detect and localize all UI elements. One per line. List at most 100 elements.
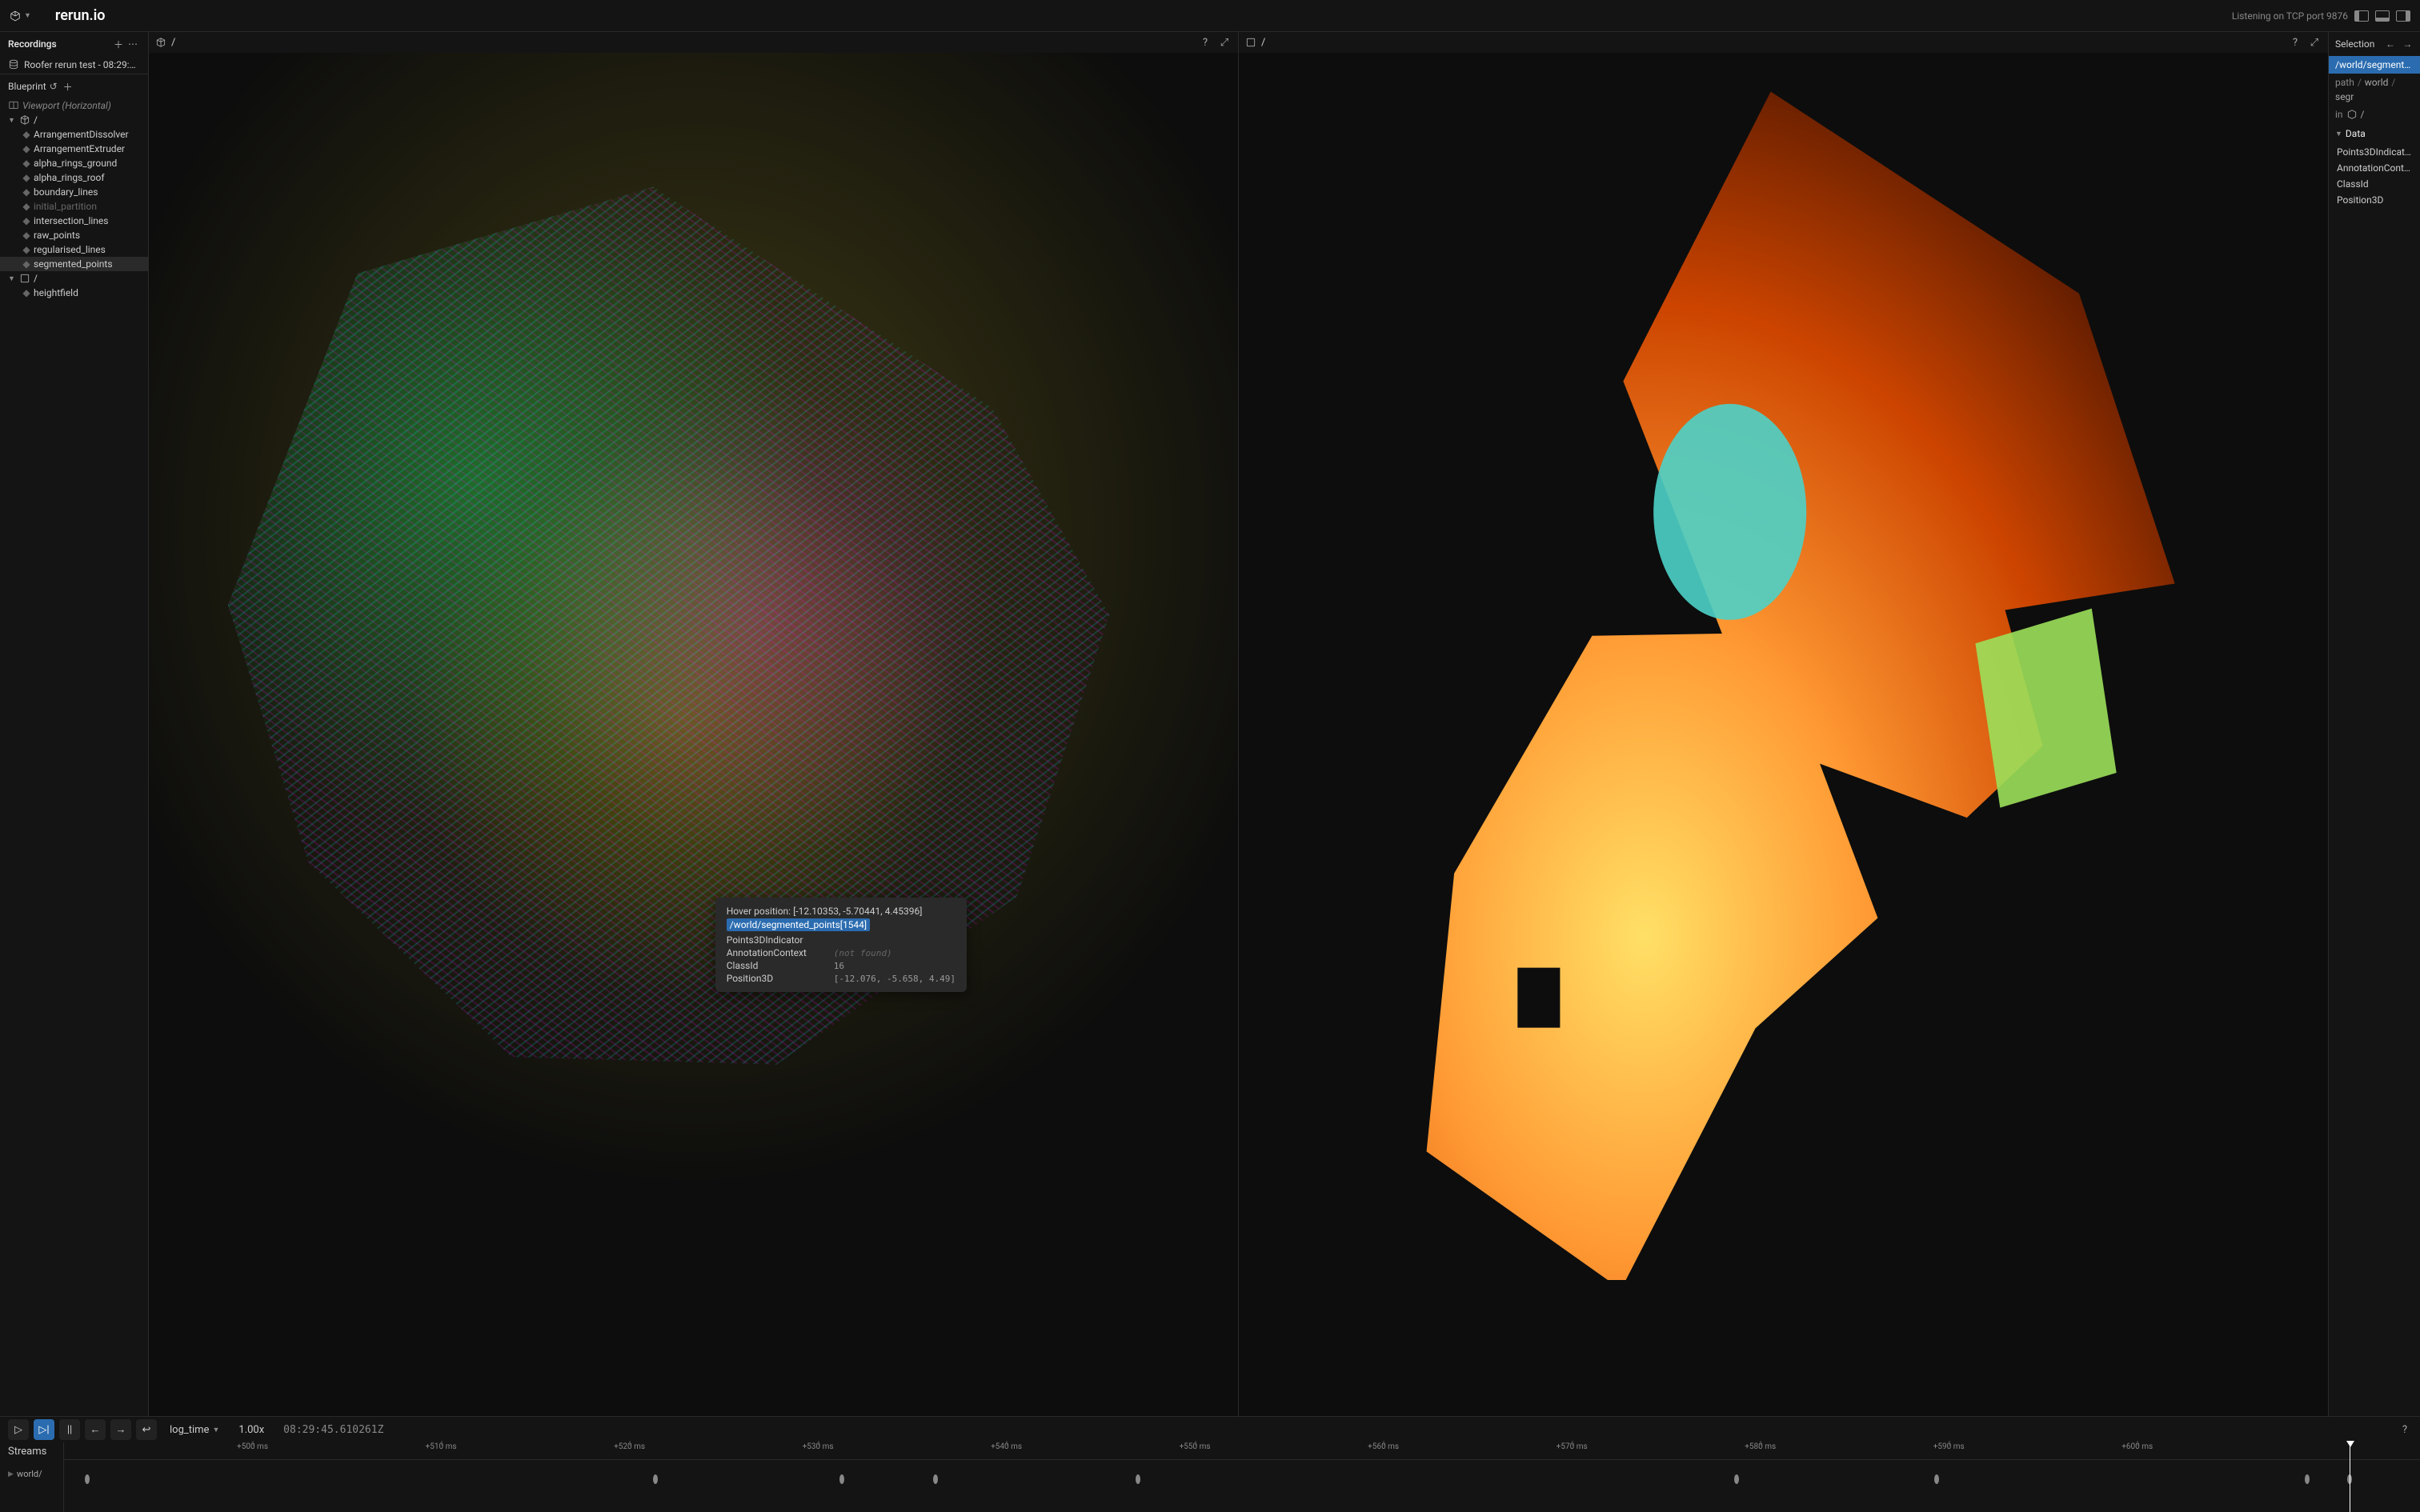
timeline-ruler-area[interactable]: +500 ms+510 ms+520 ms+530 ms+540 ms+550 … bbox=[64, 1442, 2420, 1512]
pane-help-button[interactable]: ? bbox=[2288, 35, 2302, 50]
selection-next-button[interactable]: → bbox=[2402, 37, 2414, 51]
event-marker[interactable] bbox=[85, 1474, 90, 1484]
entity-row[interactable]: ◆alpha_rings_ground bbox=[0, 156, 148, 170]
blueprint-root[interactable]: Viewport (Horizontal) bbox=[0, 98, 148, 113]
selection-data-item[interactable]: Position3D bbox=[2329, 192, 2420, 208]
point-cloud-visual bbox=[178, 133, 1164, 1131]
pane-maximize-button[interactable]: ⤢ bbox=[2307, 35, 2322, 50]
tooltip-key: AnnotationContext bbox=[727, 947, 821, 958]
database-icon bbox=[8, 59, 19, 70]
entity-row[interactable]: ◆initial_partition bbox=[0, 199, 148, 214]
entity-label: initial_partition bbox=[34, 201, 97, 212]
viewport-2d-canvas[interactable] bbox=[1239, 53, 2328, 1416]
play-button[interactable]: ▷ bbox=[8, 1419, 29, 1440]
entity-label: ArrangementDissolver bbox=[34, 129, 129, 140]
tooltip-key: ClassId bbox=[727, 960, 821, 971]
entity-label: segmented_points bbox=[34, 258, 113, 270]
space-view-row[interactable]: ▼/ bbox=[0, 271, 148, 286]
event-marker[interactable] bbox=[1734, 1474, 1739, 1484]
ruler-tick: +600 ms bbox=[2122, 1442, 2153, 1451]
entity-row[interactable]: ◆ArrangementExtruder bbox=[0, 142, 148, 156]
pane-header-left: / ? ⤢ bbox=[149, 32, 1238, 53]
space-2d-icon bbox=[19, 273, 30, 284]
blueprint-header: Blueprint ↺ ＋ bbox=[0, 74, 148, 98]
ruler-tick: +510 ms bbox=[426, 1442, 457, 1451]
in-path[interactable]: / bbox=[2361, 109, 2365, 120]
ruler-tick: +590 ms bbox=[1933, 1442, 1965, 1451]
follow-button[interactable]: ▷| bbox=[34, 1419, 54, 1440]
space-3d-icon bbox=[2346, 109, 2358, 120]
blueprint-root-label: Viewport (Horizontal) bbox=[22, 100, 111, 111]
tooltip-entity-path: /world/segmented_points[1544] bbox=[727, 918, 870, 931]
toggle-right-panel-button[interactable] bbox=[2396, 10, 2410, 22]
event-marker[interactable] bbox=[1136, 1474, 1140, 1484]
recording-item[interactable]: Roofer rerun test - 08:29:… bbox=[0, 56, 148, 74]
recordings-menu-button[interactable]: ⋯ bbox=[126, 37, 140, 51]
entity-row[interactable]: ◆intersection_lines bbox=[0, 214, 148, 228]
entity-row[interactable]: ◆heightfield bbox=[0, 286, 148, 300]
loop-button[interactable]: ↩ bbox=[136, 1419, 157, 1440]
pause-button[interactable]: || bbox=[59, 1419, 80, 1440]
recordings-header: Recordings ＋ ⋯ bbox=[0, 32, 148, 56]
tooltip-hoverpos-value: [-12.10353, -5.70441, 4.45396] bbox=[793, 906, 922, 917]
blueprint-reset-button[interactable]: ↺ bbox=[46, 79, 61, 94]
entity-row[interactable]: ◆regularised_lines bbox=[0, 242, 148, 257]
selection-panel: Selection ← → /world/segment… path / wor… bbox=[2328, 32, 2420, 1416]
viewport-pane-left: / ? ⤢ Hover position: [-12.10353, -5.704… bbox=[149, 32, 1239, 1416]
selection-title: Selection bbox=[2335, 38, 2374, 50]
pane-breadcrumb[interactable]: / bbox=[171, 37, 175, 49]
blueprint-add-button[interactable]: ＋ bbox=[61, 79, 75, 94]
pane-help-button[interactable]: ? bbox=[1198, 35, 1212, 50]
selection-data-item[interactable]: AnnotationContext bbox=[2329, 160, 2420, 176]
space-path-label: / bbox=[34, 273, 38, 284]
toggle-bottom-panel-button[interactable] bbox=[2375, 10, 2390, 22]
event-marker[interactable] bbox=[839, 1474, 844, 1484]
timeline-panel: ▷ ▷| || ← → ↩ log_time ▼ 1.00x 08:29:45.… bbox=[0, 1416, 2420, 1512]
selection-path[interactable]: /world/segment… bbox=[2329, 56, 2420, 74]
space-view-row[interactable]: ▼/ bbox=[0, 113, 148, 127]
entity-row[interactable]: ◆segmented_points bbox=[0, 257, 148, 271]
timeline-toolbar: ▷ ▷| || ← → ↩ log_time ▼ 1.00x 08:29:45.… bbox=[0, 1417, 2420, 1442]
in-label: in bbox=[2335, 109, 2343, 120]
playback-speed[interactable]: 1.00x bbox=[238, 1424, 264, 1436]
selection-prev-button[interactable]: ← bbox=[2384, 37, 2396, 51]
step-back-button[interactable]: ← bbox=[85, 1419, 106, 1440]
streams-labels: Streams ▶ world/ bbox=[0, 1442, 64, 1512]
ruler-tick: +540 ms bbox=[991, 1442, 1022, 1451]
pane-maximize-button[interactable]: ⤢ bbox=[1217, 35, 1232, 50]
app-menu-button[interactable]: ▼ bbox=[10, 10, 31, 22]
add-recording-button[interactable]: ＋ bbox=[111, 37, 126, 51]
selection-data-item[interactable]: ClassId bbox=[2329, 176, 2420, 192]
status-text: Listening on TCP port 9876 bbox=[2232, 10, 2348, 22]
toggle-left-panel-button[interactable] bbox=[2354, 10, 2369, 22]
event-marker[interactable] bbox=[1934, 1474, 1939, 1484]
selection-data-item[interactable]: Points3DIndicator bbox=[2329, 144, 2420, 160]
hover-tooltip: Hover position: [-12.10353, -5.70441, 4.… bbox=[715, 898, 967, 992]
data-section-header[interactable]: ▼ Data bbox=[2329, 123, 2420, 144]
tooltip-key: Position3D bbox=[727, 973, 821, 984]
stream-world-row[interactable]: ▶ world/ bbox=[8, 1458, 55, 1479]
entity-row[interactable]: ◆ArrangementDissolver bbox=[0, 127, 148, 142]
entity-label: regularised_lines bbox=[34, 244, 106, 255]
entity-label: raw_points bbox=[34, 230, 80, 241]
event-marker[interactable] bbox=[653, 1474, 658, 1484]
event-marker[interactable] bbox=[933, 1474, 938, 1484]
blueprint-title: Blueprint bbox=[8, 81, 46, 92]
timeline-help-button[interactable]: ? bbox=[2398, 1422, 2412, 1437]
step-forward-button[interactable]: → bbox=[110, 1419, 131, 1440]
ruler-tick: +530 ms bbox=[803, 1442, 834, 1451]
tooltip-hoverpos-label: Hover position: bbox=[727, 906, 791, 917]
event-marker[interactable] bbox=[2305, 1474, 2310, 1484]
crumb-part[interactable]: segr bbox=[2335, 91, 2354, 102]
viewport-3d-canvas[interactable]: Hover position: [-12.10353, -5.70441, 4.… bbox=[149, 53, 1238, 1416]
entity-row[interactable]: ◆alpha_rings_roof bbox=[0, 170, 148, 185]
entity-label: boundary_lines bbox=[34, 186, 98, 198]
selection-breadcrumb: path / world / segr bbox=[2329, 74, 2420, 106]
pane-breadcrumb[interactable]: / bbox=[1261, 37, 1265, 49]
entity-row[interactable]: ◆raw_points bbox=[0, 228, 148, 242]
topbar: ▼ rerun.io Listening on TCP port 9876 bbox=[0, 0, 2420, 32]
crumb-part[interactable]: world bbox=[2365, 77, 2389, 88]
time-source-selector[interactable]: log_time ▼ bbox=[170, 1424, 219, 1436]
entity-row[interactable]: ◆boundary_lines bbox=[0, 185, 148, 199]
ruler-tick: +550 ms bbox=[1180, 1442, 1211, 1451]
